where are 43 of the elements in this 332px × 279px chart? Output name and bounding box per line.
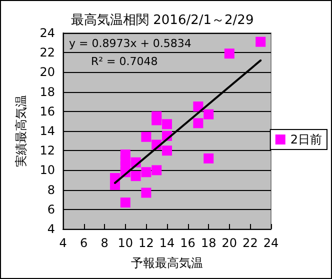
point [130, 171, 141, 182]
x-tick-label: 14 [159, 236, 175, 250]
point [162, 119, 172, 130]
x-tick-label: 4 [59, 236, 67, 250]
point [141, 188, 152, 198]
x-tick-label: 6 [80, 236, 88, 250]
x-tick-label: 20 [222, 236, 238, 250]
y-tick-label: 24 [40, 26, 55, 40]
x-tick-label: 10 [118, 236, 134, 250]
y-tick-label: 18 [40, 84, 55, 99]
x-tick-label: 24 [263, 236, 279, 250]
y-tick-label: 8 [47, 182, 55, 197]
y-tick-label: 20 [40, 65, 55, 80]
point [193, 102, 204, 112]
y-tick-label: 10 [40, 163, 55, 178]
point [204, 153, 214, 164]
y-tick-label: 4 [47, 222, 55, 236]
point [204, 109, 214, 120]
annotation: y = 0.8973x + 0.5834 [69, 37, 192, 50]
x-tick-label: 22 [242, 236, 258, 250]
point [152, 165, 162, 176]
x-tick-label: 18 [200, 236, 216, 250]
y-tick-label: 6 [47, 202, 55, 216]
point [224, 48, 234, 59]
chart-title: 最高気温相関 2016/2/1～2/29 [71, 12, 254, 28]
point [256, 36, 266, 47]
point [193, 118, 204, 128]
point [120, 198, 130, 208]
x-axis-title: 予報最高気温 [131, 256, 203, 270]
x-tick-label: 16 [180, 236, 196, 250]
legend-label: 2日前 [290, 132, 322, 146]
point [141, 132, 152, 142]
point [162, 146, 172, 156]
y-tick-label: 12 [40, 144, 55, 158]
x-tick-label: 12 [138, 236, 154, 250]
annotation: R² = 0.7048 [91, 55, 158, 68]
y-tick-label: 14 [40, 124, 55, 138]
y-tick-label: 16 [40, 104, 55, 118]
y-tick-label: 22 [40, 46, 55, 60]
x-tick-label: 8 [100, 236, 108, 250]
point [152, 115, 162, 126]
point [141, 167, 152, 178]
y-axis-title: 実績最高気温 [14, 95, 28, 167]
